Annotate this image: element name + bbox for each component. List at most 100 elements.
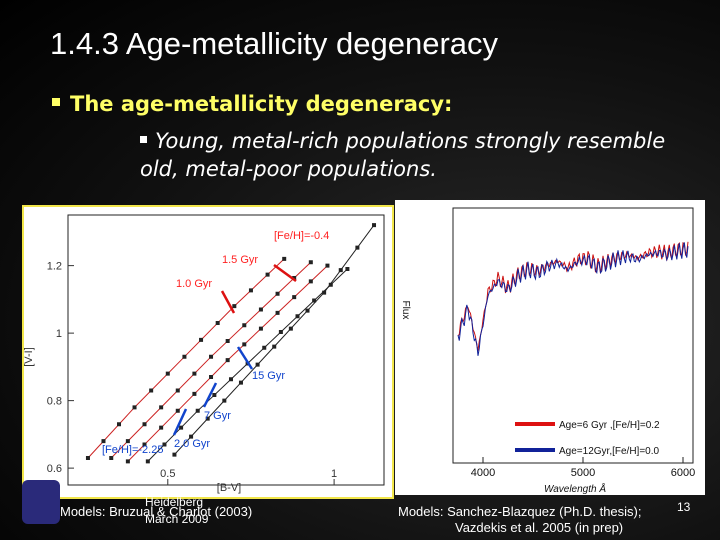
data-point [175, 388, 180, 393]
data-point [195, 408, 200, 413]
data-point [272, 344, 277, 349]
bullet-main: The age-metallicity degeneracy: [52, 92, 452, 116]
data-point [175, 408, 180, 413]
bullet-sub-text: Young, metal-rich populations strongly r… [140, 129, 666, 181]
data-point [282, 256, 287, 261]
series-line-2 [127, 265, 328, 462]
data-point [192, 391, 197, 396]
data-point [192, 371, 197, 376]
y-tick-label: 0.8 [47, 396, 62, 408]
legend: Age=6 Gyr ,[Fe/H]=0.2 Age=12Gyr,[Fe/H]=0… [515, 420, 660, 457]
x-tick-label: 6000 [671, 467, 695, 479]
y-axis-label: Flux [400, 301, 411, 320]
data-point [308, 279, 313, 284]
data-point [149, 388, 154, 393]
annotation-2-0-gyr: 2.0 Gyr [174, 438, 210, 450]
x-tick-label: 0.5 [160, 468, 175, 480]
annotation-1-5-gyr: 1.5 Gyr [222, 254, 258, 266]
caption-left: Models: Bruzual & Charlot (2003) [60, 504, 253, 519]
x-tick-label: 4000 [471, 467, 495, 479]
data-point [225, 339, 230, 343]
y-tick-label: 1 [56, 328, 62, 340]
bullet-square-icon [52, 98, 60, 106]
x-axis-label: Wavelength Å [544, 482, 606, 495]
data-point [238, 380, 243, 385]
legend-label-6gyr: Age=6 Gyr ,[Fe/H]=0.2 [559, 420, 660, 431]
data-point [232, 304, 237, 309]
data-point [199, 337, 204, 342]
data-point [262, 345, 267, 350]
data-point [212, 393, 217, 397]
y-tick-label: 0.6 [47, 463, 62, 475]
data-point [288, 326, 293, 331]
data-point [228, 377, 233, 382]
bullet-sub: Young, metal-rich populations strongly r… [140, 127, 700, 183]
data-point [275, 310, 280, 315]
data-point [172, 452, 177, 457]
bullet-main-text: The age-metallicity degeneracy: [70, 92, 453, 116]
university-logo [22, 480, 60, 524]
data-point [189, 434, 194, 439]
data-point [258, 326, 263, 331]
legend-label-12gyr: Age=12Gyr,[Fe/H]=0.0 [559, 446, 659, 457]
data-point [179, 425, 184, 430]
data-point [159, 425, 164, 430]
data-point [125, 439, 130, 444]
data-point [308, 260, 313, 265]
y-axis-label: [V-I] [24, 347, 35, 367]
data-point [248, 288, 253, 293]
data-point [278, 330, 283, 334]
data-point [242, 342, 247, 347]
data-point [209, 375, 214, 379]
arrow-15-gyr [236, 346, 254, 370]
annotation-1-0-gyr: 1.0 Gyr [176, 278, 212, 290]
data-point [142, 442, 147, 447]
data-point [292, 276, 297, 280]
data-point [275, 291, 280, 296]
data-point [117, 422, 122, 427]
footer-date: March 2009 [145, 512, 209, 526]
annotation-15-gyr: 15 Gyr [252, 370, 285, 382]
page-number: 13 [677, 500, 691, 514]
series-line-1 [110, 261, 312, 459]
arrow-2-0-gyr [172, 408, 188, 436]
data-point [312, 298, 317, 303]
data-point [125, 459, 130, 464]
data-point [292, 295, 297, 300]
data-point [225, 358, 230, 363]
data-point [182, 354, 187, 359]
data-point [165, 371, 170, 376]
data-point [355, 245, 360, 250]
data-point [145, 459, 150, 464]
data-point [222, 398, 227, 403]
data-point [255, 362, 260, 367]
annotation-metal-rich: [Fe/H]=-0.4 [274, 230, 329, 242]
spectrum-line-0 [457, 241, 689, 351]
data-point [101, 439, 106, 444]
arrow-1-5-gyr [273, 263, 297, 283]
y-tick-label: 1.2 [47, 261, 62, 273]
data-point [159, 405, 164, 410]
data-point [328, 282, 333, 287]
data-point [325, 263, 330, 268]
data-point [242, 323, 247, 328]
annotation-7-gyr: 7 Gyr [204, 410, 231, 422]
data-point [162, 442, 167, 447]
color-color-chart-panel: 0.6 0.8 1 1.2 0.5 1 [B-V] [V-I] [Fe/H]=-0.4 1… [22, 205, 394, 499]
spectrum-chart-panel: 4000 5000 6000 Wavelength Å Flux Age=6 Gyr… [395, 200, 705, 495]
arrow-7-gyr [202, 382, 218, 408]
annotation-arrows [172, 263, 297, 436]
data-point [305, 308, 310, 313]
data-point [265, 272, 270, 277]
x-tick-label: 1 [331, 468, 337, 480]
data-point [258, 307, 263, 312]
caption-right-line1: Models: Sanchez-Blazquez (Ph.D. thesis); [398, 504, 642, 519]
spectrum-chart: 4000 5000 6000 Wavelength Å Flux Age=6 Gyr… [400, 207, 695, 495]
annotation-metal-poor: [Fe/H]=-2.25 [102, 444, 163, 456]
footer-location: Heidelberg [145, 495, 204, 509]
x-axis-label: [B-V] [217, 482, 241, 494]
data-point [142, 422, 147, 427]
data-point [372, 223, 377, 228]
data-point [132, 405, 137, 410]
data-point [205, 416, 210, 421]
